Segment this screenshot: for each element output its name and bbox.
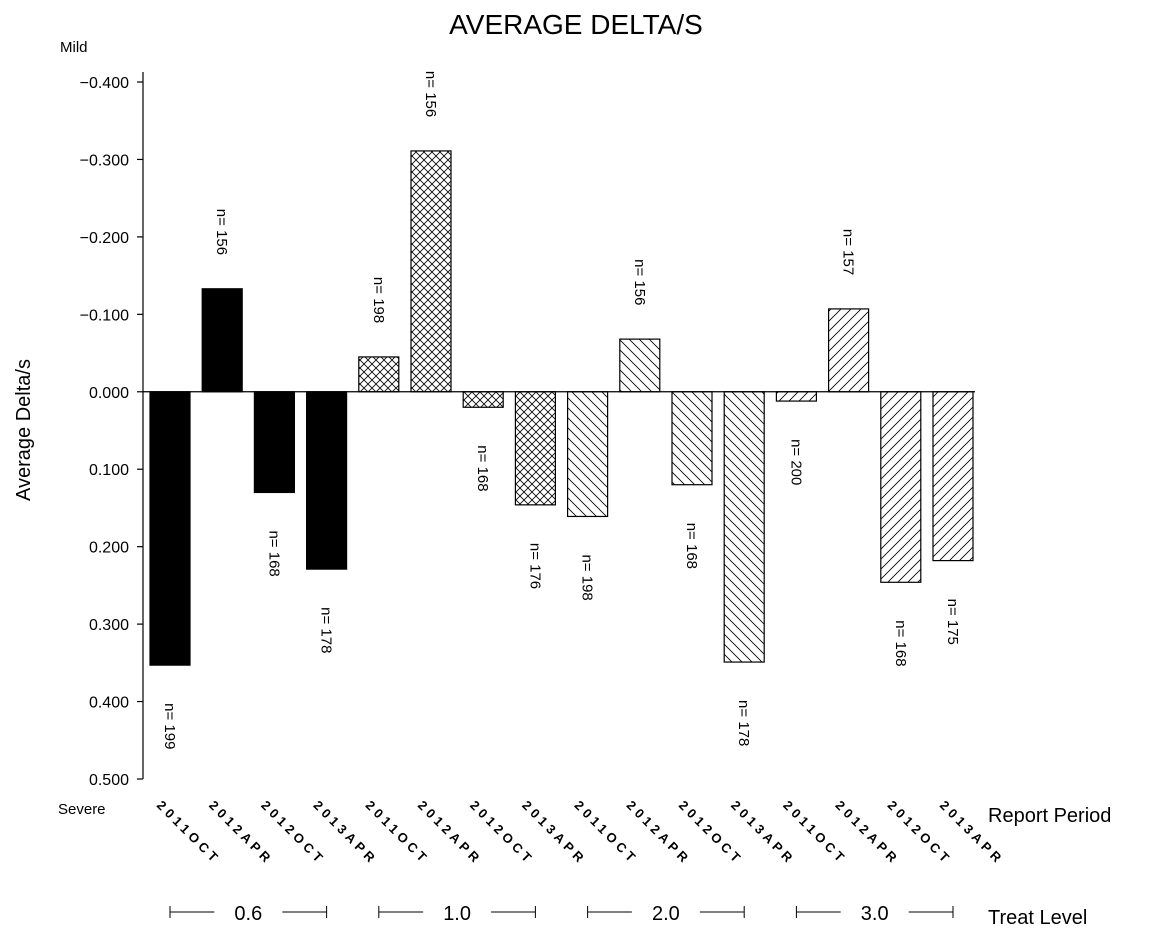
x-axis-title-treat: Treat Level [988,907,1087,929]
bar-3.0-2012OCT [880,391,922,583]
y-tick-label: −0.200 [80,230,129,247]
y-top-note: Mild [60,39,88,56]
group-label: 2.0 [652,903,680,925]
y-tick-label: 0.200 [89,540,129,557]
group-label: 3.0 [861,903,889,925]
n-label: n= 199 [161,703,178,749]
bar-3.0-2012APR [827,308,870,393]
n-label: n= 168 [892,620,909,666]
n-label: n= 178 [318,607,335,653]
bar-0.6-2013APR [306,391,348,570]
bar-3.0-2013APR [932,391,974,562]
y-tick-label: −0.400 [80,75,129,92]
n-label: n= 156 [422,71,439,117]
bar-2.0-2011OCT [566,391,609,518]
bar-1.0-2012OCT [462,391,504,408]
bar-0.6-2012APR [201,288,243,393]
n-label: n= 168 [474,445,491,491]
n-label: n= 178 [735,700,752,746]
n-label: n= 175 [944,599,961,645]
n-label: n= 198 [579,554,596,600]
bar-0.6-2011OCT [149,391,191,666]
bar-1.0-2013APR [514,391,557,506]
n-label: n= 176 [526,543,543,589]
n-label: n= 168 [265,530,282,576]
group-label: 0.6 [234,903,262,925]
bars: n= 199 n= 156 n= 168 n= 178 n= 198 n= 156 n= 1… [149,71,974,749]
n-label: n= 198 [370,277,387,323]
y-tick-label: 0.000 [89,385,129,402]
y-tick-label: −0.300 [80,152,129,169]
y-tick-label: −0.100 [80,307,129,324]
bar-2.0-2012OCT [671,391,713,486]
bar-1.0-2011OCT [358,356,400,393]
group-labels: 0.6 1.0 2.0 3.0 [169,903,954,925]
y-tick-label: 0.500 [89,772,129,789]
bar-2.0-2013APR [723,391,765,663]
y-tick-label: 0.100 [89,462,129,479]
n-label: n= 156 [213,209,230,255]
chart-title: AVERAGE DELTA/S [449,9,703,40]
n-label: n= 157 [840,229,857,275]
bar-3.0-2011OCT [775,391,818,402]
group-label: 1.0 [443,903,471,925]
n-label: n= 168 [683,523,700,569]
y-bottom-note: Severe [58,801,106,818]
y-tick-label: 0.400 [89,695,129,712]
y-axis-title: Average Delta/s [13,359,35,501]
n-label: n= 200 [787,439,804,485]
bar-1.0-2012APR [410,150,452,393]
bar-0.6-2012OCT [253,391,295,494]
n-label: n= 156 [631,259,648,305]
period-labels: 2011OCT2012APR2012OCT2013APR2011OCT2012A… [154,798,1007,868]
bar-2.0-2012APR [619,338,661,393]
y-tick-label: 0.300 [89,617,129,634]
x-axis-title-period: Report Period [988,805,1111,827]
